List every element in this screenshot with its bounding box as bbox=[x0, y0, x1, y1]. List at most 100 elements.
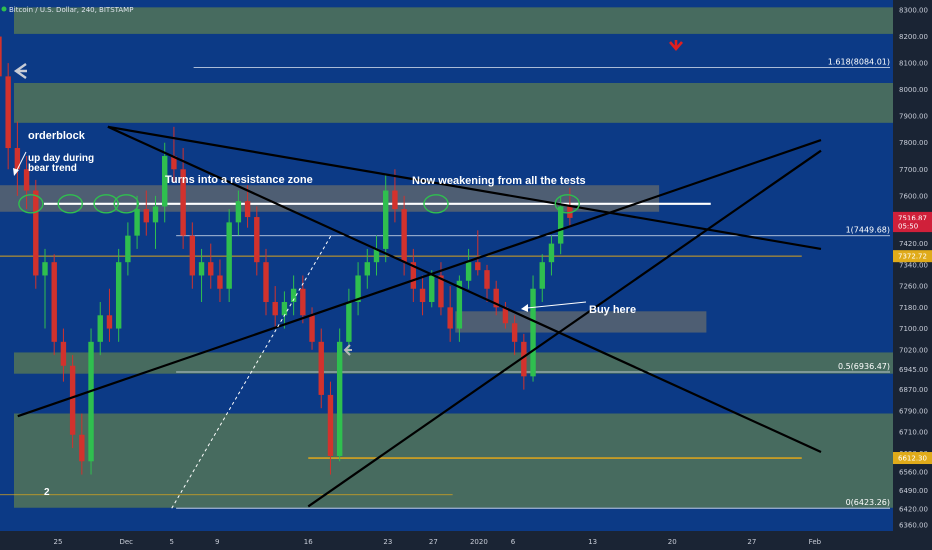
candle-body bbox=[447, 307, 453, 329]
price-tick-label: 6945.00 bbox=[899, 366, 928, 374]
candle-body bbox=[106, 315, 113, 329]
candles bbox=[0, 36, 573, 475]
candle-body bbox=[88, 341, 94, 462]
candle-body bbox=[281, 302, 288, 316]
price-badge-label: 05:50 bbox=[898, 223, 918, 231]
candle-body bbox=[235, 201, 242, 223]
test-ellipse bbox=[554, 194, 580, 214]
annotation-bear-trend: bear trend bbox=[28, 163, 77, 174]
candle-body bbox=[346, 302, 352, 342]
candle-body bbox=[548, 243, 555, 263]
annotation-two: 2 bbox=[44, 487, 50, 498]
candle-body bbox=[125, 235, 131, 263]
price-tick-label: 8300.00 bbox=[899, 7, 928, 15]
candle-body bbox=[152, 206, 159, 223]
candle-body bbox=[429, 275, 435, 303]
test-ellipse bbox=[423, 194, 449, 214]
price-tick-label: 7180.00 bbox=[899, 304, 928, 312]
price-tick-label: 6560.00 bbox=[899, 468, 928, 476]
fib-label: 0(6423.26) bbox=[846, 498, 890, 507]
time-tick-label: 9 bbox=[215, 538, 219, 546]
fib-label: 1(7449.68) bbox=[846, 226, 890, 235]
candle-body bbox=[410, 262, 417, 289]
price-badge bbox=[893, 220, 932, 233]
trend-line bbox=[17, 139, 822, 418]
price-tick-label: 8200.00 bbox=[899, 33, 928, 41]
orderblock-arrow bbox=[15, 151, 27, 173]
price-tick-label: 7600.00 bbox=[899, 192, 928, 200]
price-tick-label: 6790.00 bbox=[899, 407, 928, 415]
green-bands bbox=[14, 7, 893, 508]
price-tick-label: 6870.00 bbox=[899, 386, 928, 394]
candle-body bbox=[23, 169, 30, 191]
candle-body bbox=[484, 270, 490, 289]
dashed-line bbox=[171, 235, 332, 509]
candle-body bbox=[309, 315, 315, 342]
price-badge-label: 7372.72 bbox=[898, 253, 927, 261]
candle-body bbox=[373, 248, 380, 263]
price-tick-label: 7340.00 bbox=[899, 261, 928, 269]
candle-body bbox=[226, 222, 232, 289]
candle-body bbox=[456, 280, 463, 329]
price-tick-label: 6420.00 bbox=[899, 506, 928, 514]
time-axis[interactable] bbox=[0, 531, 932, 550]
price-badge bbox=[893, 250, 932, 263]
candle-body bbox=[5, 76, 11, 149]
time-tick-label: 25 bbox=[54, 538, 63, 546]
price-badge-label: 7516.87 bbox=[898, 214, 927, 222]
candle-body bbox=[419, 288, 426, 303]
test-ellipse bbox=[113, 194, 139, 214]
gray-zone bbox=[455, 311, 707, 333]
price-tick-label: 7700.00 bbox=[899, 166, 928, 174]
annotation-buy-here: Buy here bbox=[589, 304, 636, 316]
time-tick-label: 20 bbox=[668, 538, 677, 546]
candle-body bbox=[97, 315, 103, 342]
time-tick-label: 6 bbox=[511, 538, 516, 546]
candle-body bbox=[208, 262, 214, 276]
candle-body bbox=[217, 275, 223, 289]
time-tick-label: Feb bbox=[809, 538, 822, 546]
test-ellipses bbox=[18, 194, 580, 214]
fib-label: 1.618(8084.01) bbox=[828, 57, 890, 66]
gray-zone bbox=[0, 185, 660, 212]
candle-body bbox=[51, 262, 57, 342]
candle-body bbox=[502, 307, 509, 324]
test-ellipse bbox=[57, 194, 83, 214]
green-band bbox=[14, 83, 893, 123]
candle-body bbox=[401, 209, 407, 263]
price-badge-label: 6612.30 bbox=[898, 455, 927, 463]
candle-body bbox=[244, 201, 251, 218]
price-tick-label: 8100.00 bbox=[899, 60, 928, 68]
candle-body bbox=[254, 217, 260, 263]
arrow-left-icon[interactable] bbox=[13, 63, 27, 79]
candle-body bbox=[189, 235, 196, 276]
candle-body bbox=[318, 341, 324, 395]
annotation-resistance: Turns into a resistance zone bbox=[165, 174, 313, 186]
gray-zones bbox=[0, 185, 707, 333]
annotation-weakening: Now weakening from all the tests bbox=[412, 175, 586, 187]
gray-left-arrow-icon[interactable] bbox=[343, 344, 352, 356]
candle-body bbox=[171, 156, 177, 170]
price-tick-label: 7100.00 bbox=[899, 325, 928, 333]
price-tick-label: 6490.00 bbox=[899, 487, 928, 495]
candle-body bbox=[539, 262, 545, 289]
candle-body bbox=[438, 275, 444, 308]
red-down-arrow-icon[interactable] bbox=[669, 40, 683, 51]
green-band bbox=[14, 7, 893, 34]
fib-label: 0.5(6936.47) bbox=[838, 362, 890, 371]
candle-body bbox=[33, 190, 39, 276]
chart-title: Bitcoin / U.S. Dollar, 240, BITSTAMP bbox=[1, 6, 133, 14]
price-tick-label: 6360.00 bbox=[899, 522, 928, 530]
candle-body bbox=[14, 148, 21, 170]
candle-body bbox=[42, 262, 48, 276]
buy-arrow-head bbox=[521, 304, 528, 312]
candle-body bbox=[143, 209, 149, 223]
test-ellipse bbox=[18, 194, 44, 214]
price-tick-label: 7020.00 bbox=[899, 346, 928, 354]
candle-body bbox=[493, 288, 499, 308]
candle-body bbox=[521, 341, 527, 377]
candle-body bbox=[383, 190, 389, 249]
